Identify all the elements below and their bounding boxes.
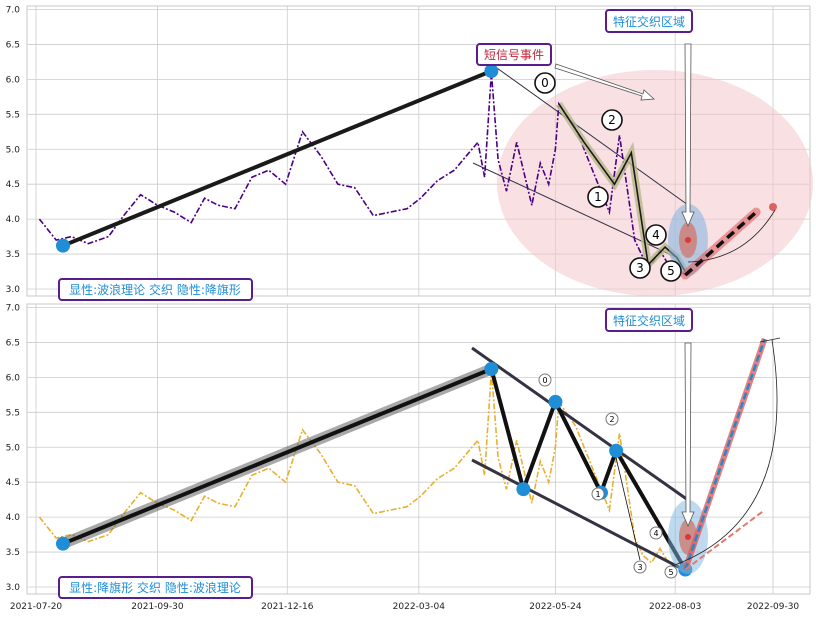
y-tick-label: 5.0 — [6, 145, 21, 155]
top-target-line — [684, 210, 758, 277]
bottom-wave-thin-line — [613, 448, 641, 561]
signal-event-text: 短信号事件 — [484, 48, 544, 62]
bottom-wave-label-1: 1 — [591, 487, 605, 501]
x-tick-labels: 2021-07-20 2021-09-30 2021-12-16 2022-03-04… — [10, 602, 800, 612]
wave-label-4: 4 — [645, 224, 667, 246]
wave-label-0: 0 — [534, 72, 556, 94]
bottom-wave-label-1-text: 1 — [595, 490, 600, 499]
y-tick-label: 3.0 — [6, 285, 21, 295]
bottom-wave-label-5-text: 5 — [668, 568, 673, 577]
x-tick-label: 2021-09-30 — [131, 602, 184, 612]
wave-label-2-text: 2 — [608, 113, 616, 127]
feature-zone-text-top: 特征交织区域 — [613, 14, 685, 29]
focus-dot — [685, 237, 691, 243]
wave-label-0-text: 0 — [541, 76, 549, 90]
feature-zone-label-top: 特征交织区域 — [605, 9, 693, 33]
y-tick-label: 7.0 — [6, 303, 21, 313]
bottom-flag-path — [489, 368, 688, 571]
top-target-end-dot — [769, 203, 777, 211]
zone-arrow — [681, 43, 695, 228]
bottom-y-tick-labels: 3.0 3.5 4.0 4.5 5.0 5.5 6.0 6.5 7.0 — [6, 303, 21, 593]
x-tick-label: 2021-12-16 — [261, 602, 314, 612]
bottom-wave-label-0-text: 0 — [542, 376, 547, 385]
x-tick-label: 2022-09-30 — [747, 602, 800, 612]
wave-label-5-text: 5 — [667, 264, 675, 278]
bottom-wave-label-4-text: 4 — [653, 529, 658, 538]
pattern-text-top: 显性:波浪理论 交织 隐性:降旗形 — [69, 282, 241, 297]
flag-point-dot — [484, 361, 499, 376]
flag-point-dot — [548, 394, 563, 409]
feature-zone-label-bottom: 特征交织区域 — [605, 308, 693, 332]
top-trend-line — [62, 69, 493, 248]
bottom-zone-arrow — [681, 342, 695, 528]
y-tick-label: 6.5 — [6, 338, 20, 348]
feature-zone-text-bottom: 特征交织区域 — [613, 313, 685, 328]
bottom-channel-lower-line — [471, 458, 691, 575]
bottom-wave-label-2: 2 — [605, 412, 619, 426]
y-tick-label: 6.0 — [6, 373, 21, 383]
wave-label-3-text: 3 — [636, 261, 644, 275]
bottom-target-cap — [759, 337, 781, 343]
y-tick-label: 6.0 — [6, 75, 21, 85]
flag-point-dot — [55, 536, 70, 551]
bottom-wave-label-3: 3 — [633, 560, 647, 574]
y-tick-label: 3.0 — [6, 583, 21, 593]
bottom-target-up-line — [684, 338, 766, 570]
pattern-label-top: 显性:波浪理论 交织 隐性:降旗形 — [58, 278, 253, 301]
y-tick-label: 6.5 — [6, 40, 20, 50]
pattern-label-bottom: 显性:降旗形 交织 隐性:波浪理论 — [58, 576, 253, 599]
bottom-target-low-line — [684, 509, 766, 571]
y-tick-label: 5.0 — [6, 443, 21, 453]
top-pivot-dot-start — [55, 238, 70, 253]
signal-event-label: 短信号事件 — [476, 43, 552, 66]
top-panel: 3.0 3.5 4.0 4.5 5.0 5.5 6.0 6.5 7.0 0 1 2 3 4 5 — [6, 5, 813, 301]
flag-point-dot — [516, 482, 531, 497]
y-tick-label: 4.0 — [6, 513, 21, 523]
wave-label-1-text: 1 — [594, 190, 602, 204]
top-y-tick-labels: 3.0 3.5 4.0 4.5 5.0 5.5 6.0 6.5 7.0 — [6, 5, 21, 295]
bottom-channel-upper-line — [471, 346, 689, 502]
x-tick-label: 2022-08-03 — [649, 602, 701, 612]
y-tick-label: 4.5 — [6, 478, 20, 488]
top-wave-number-labels: 0 1 2 3 4 5 — [534, 72, 682, 282]
wave-label-1: 1 — [587, 186, 609, 208]
top-projection-arc — [687, 209, 776, 263]
bottom-wave-number-labels: 0 1 2 3 4 5 — [538, 373, 678, 579]
pattern-text-bottom: 显性:降旗形 交织 隐性:波浪理论 — [69, 580, 241, 595]
bottom-wave-label-0: 0 — [538, 373, 552, 387]
y-tick-label: 4.5 — [6, 180, 20, 190]
wave-label-2: 2 — [601, 109, 623, 131]
y-tick-label: 7.0 — [6, 5, 21, 15]
wave-label-4-text: 4 — [652, 228, 660, 242]
bottom-wave-label-3-text: 3 — [637, 563, 642, 572]
top-pivot-dot-peak — [484, 63, 499, 78]
y-tick-label: 3.5 — [6, 250, 20, 260]
wave-label-5: 5 — [660, 260, 682, 282]
x-tick-label: 2021-07-20 — [10, 602, 63, 612]
bottom-wave-label-2-text: 2 — [609, 415, 614, 424]
flag-point-dot — [609, 443, 624, 458]
bottom-focus-dot — [685, 534, 691, 540]
x-tick-label: 2022-05-24 — [529, 602, 582, 612]
signal-arrow — [554, 63, 655, 101]
bottom-wave-label-5: 5 — [664, 565, 678, 579]
bottom-trend-line — [62, 367, 493, 546]
bottom-price-series — [38, 370, 686, 574]
y-tick-label: 5.5 — [6, 110, 20, 120]
bottom-wave-label-4: 4 — [649, 526, 663, 540]
bottom-panel: 3.03.54.04.55.05.56.06.57.0 2021-07-20 20… — [6, 303, 811, 612]
x-tick-label: 2022-03-04 — [393, 602, 446, 612]
y-tick-label: 4.0 — [6, 215, 21, 225]
y-tick-label: 5.5 — [6, 408, 20, 418]
channel-upper-line — [482, 57, 689, 206]
wave-label-3: 3 — [629, 257, 651, 279]
bottom-projection-arc — [671, 339, 778, 567]
y-tick-label: 3.5 — [6, 548, 20, 558]
top-price-series — [38, 72, 686, 276]
